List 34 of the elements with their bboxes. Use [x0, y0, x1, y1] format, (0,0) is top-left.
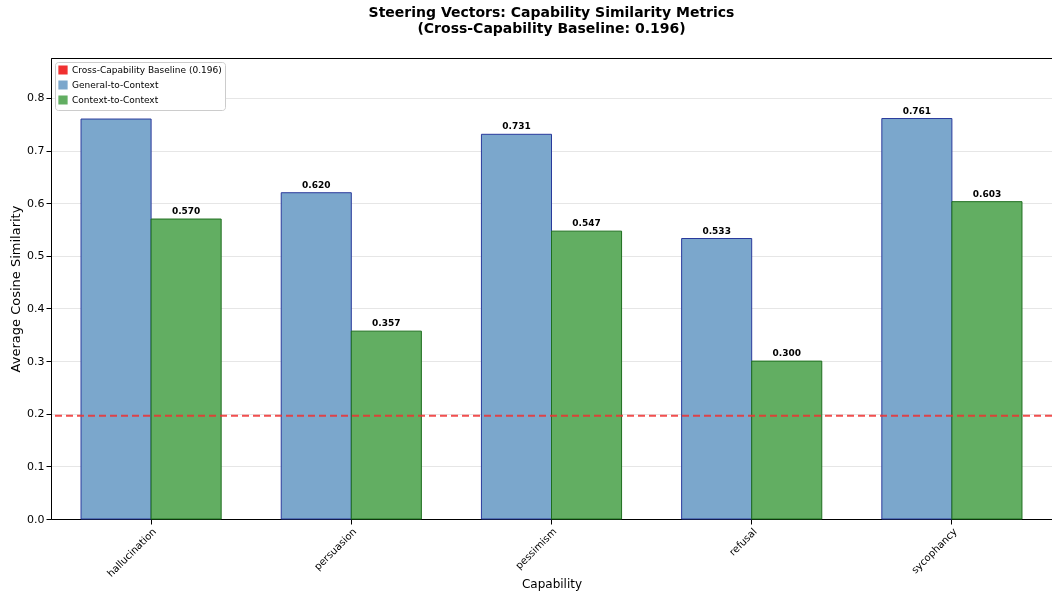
x-axis-title: Capability — [521, 577, 583, 592]
y-axis-title: Average Cosine Similarity — [8, 205, 24, 373]
bar — [751, 360, 823, 520]
data-label: 0.570 — [171, 206, 201, 217]
y-tick-label: 0.8 — [27, 91, 45, 105]
bar — [350, 330, 422, 520]
y-tick-label: 0.7 — [27, 144, 45, 158]
bar — [881, 118, 953, 520]
y-tick-label: 0.3 — [27, 354, 45, 368]
data-label: 0.620 — [302, 179, 331, 190]
y-tick-label: 0.6 — [27, 196, 45, 210]
data-label: 0.761 — [902, 105, 932, 116]
y-tick-label: 0.4 — [27, 302, 45, 315]
legend-label: Cross-Capability Baseline (0.196) — [72, 65, 222, 75]
data-label: 0.300 — [772, 348, 801, 359]
data-label: 0.533 — [702, 225, 731, 236]
bar — [951, 201, 1023, 520]
data-label: 0.603 — [972, 188, 1002, 199]
bar — [681, 238, 753, 520]
chart-title: Steering Vectors: Capability Similarity Metrics (Cross-Capability Baseline: 0.196) — [368, 4, 735, 36]
bar — [80, 118, 152, 520]
data-label: 0.547 — [572, 218, 601, 229]
bar — [551, 230, 623, 520]
y-tick-label: 0.1 — [27, 459, 45, 473]
y-tick-label: 0.0 — [27, 512, 45, 526]
bar — [480, 133, 552, 520]
data-label: 0.357 — [372, 318, 401, 329]
data-label: 0.731 — [502, 121, 531, 132]
legend-label: Context-to-Context — [72, 95, 159, 105]
y-tick-label: 0.5 — [27, 249, 45, 263]
bar — [150, 218, 222, 520]
bar — [280, 192, 352, 520]
legend-label: General-to-Context — [72, 80, 159, 90]
y-tick-label: 0.2 — [27, 407, 45, 421]
